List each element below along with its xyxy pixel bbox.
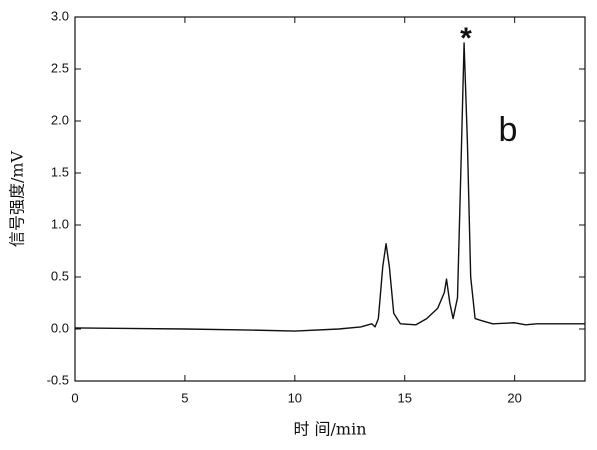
x-tick-label: 20 bbox=[507, 390, 521, 405]
y-tick-label: 3.0 bbox=[51, 8, 69, 23]
panel-label: b bbox=[499, 111, 518, 149]
x-axis-title: 时 间/min bbox=[293, 420, 366, 439]
y-tick-label: 0.5 bbox=[51, 268, 69, 283]
y-tick-label: 1.0 bbox=[51, 216, 69, 231]
x-tick-label: 10 bbox=[288, 390, 302, 405]
y-tick-label: 2.5 bbox=[51, 60, 69, 75]
y-tick-label: 1.5 bbox=[51, 164, 69, 179]
plot-frame bbox=[74, 16, 586, 382]
y-tick-label: -0.5 bbox=[47, 372, 69, 387]
y-axis-title: 信号强度/mV bbox=[8, 150, 27, 247]
x-tick-label: 15 bbox=[398, 390, 412, 405]
x-tick-label: 5 bbox=[181, 390, 188, 405]
peak-marker: * bbox=[460, 22, 472, 55]
y-tick-label: 2.0 bbox=[51, 112, 69, 127]
chromatogram-line bbox=[74, 42, 585, 332]
y-tick-label: 0.0 bbox=[51, 320, 69, 335]
x-tick-label: 0 bbox=[71, 390, 78, 405]
